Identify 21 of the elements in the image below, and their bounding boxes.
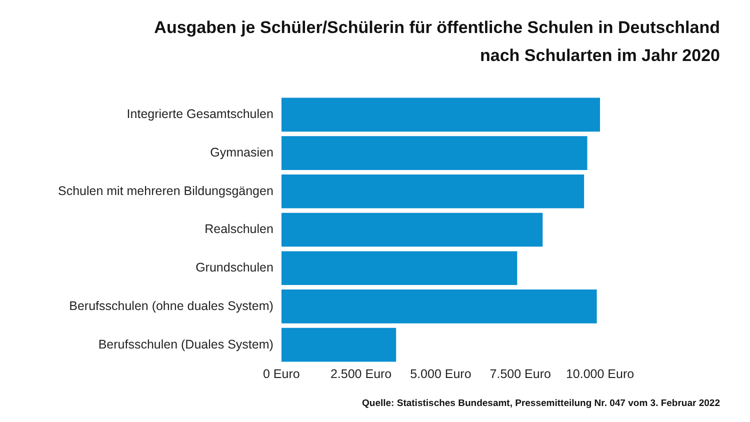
bar: [281, 136, 588, 170]
source-note: Quelle: Statistisches Bundesamt, Pressemitteilung Nr. 047 vom 3. Februar 2022: [362, 398, 720, 409]
bar: [281, 98, 600, 132]
x-tick-label: 10.000 Euro: [566, 366, 634, 381]
y-tick-label: Schulen mit mehreren Bildungsgängen: [58, 184, 274, 198]
bar: [281, 212, 543, 247]
x-tick-label: 7.500 Euro: [490, 366, 551, 381]
chart-title: Ausgaben je Schüler/Schülerin für öffentliche Schulen in Deutschland nach Schularten im Jahr 2020: [153, 17, 720, 67]
bar: [281, 328, 396, 362]
y-tick-label: Berufsschulen (Duales System): [98, 337, 274, 352]
y-tick-label: Integrierte Gesamtschulen: [126, 107, 274, 122]
x-tick-label: 0 Euro: [262, 366, 300, 381]
bar: [281, 251, 518, 286]
bar: [281, 290, 597, 324]
bar: [281, 174, 584, 208]
y-tick-label: Gymnasien: [210, 145, 274, 160]
x-tick-label: 2.500 Euro: [330, 366, 392, 381]
y-tick-label: Grundschulen: [196, 260, 274, 275]
y-tick-label: Berufsschulen (ohne duales System): [69, 298, 274, 313]
x-tick-label: 5.000 Euro: [410, 366, 472, 381]
y-tick-label: Realschulen: [204, 222, 274, 236]
